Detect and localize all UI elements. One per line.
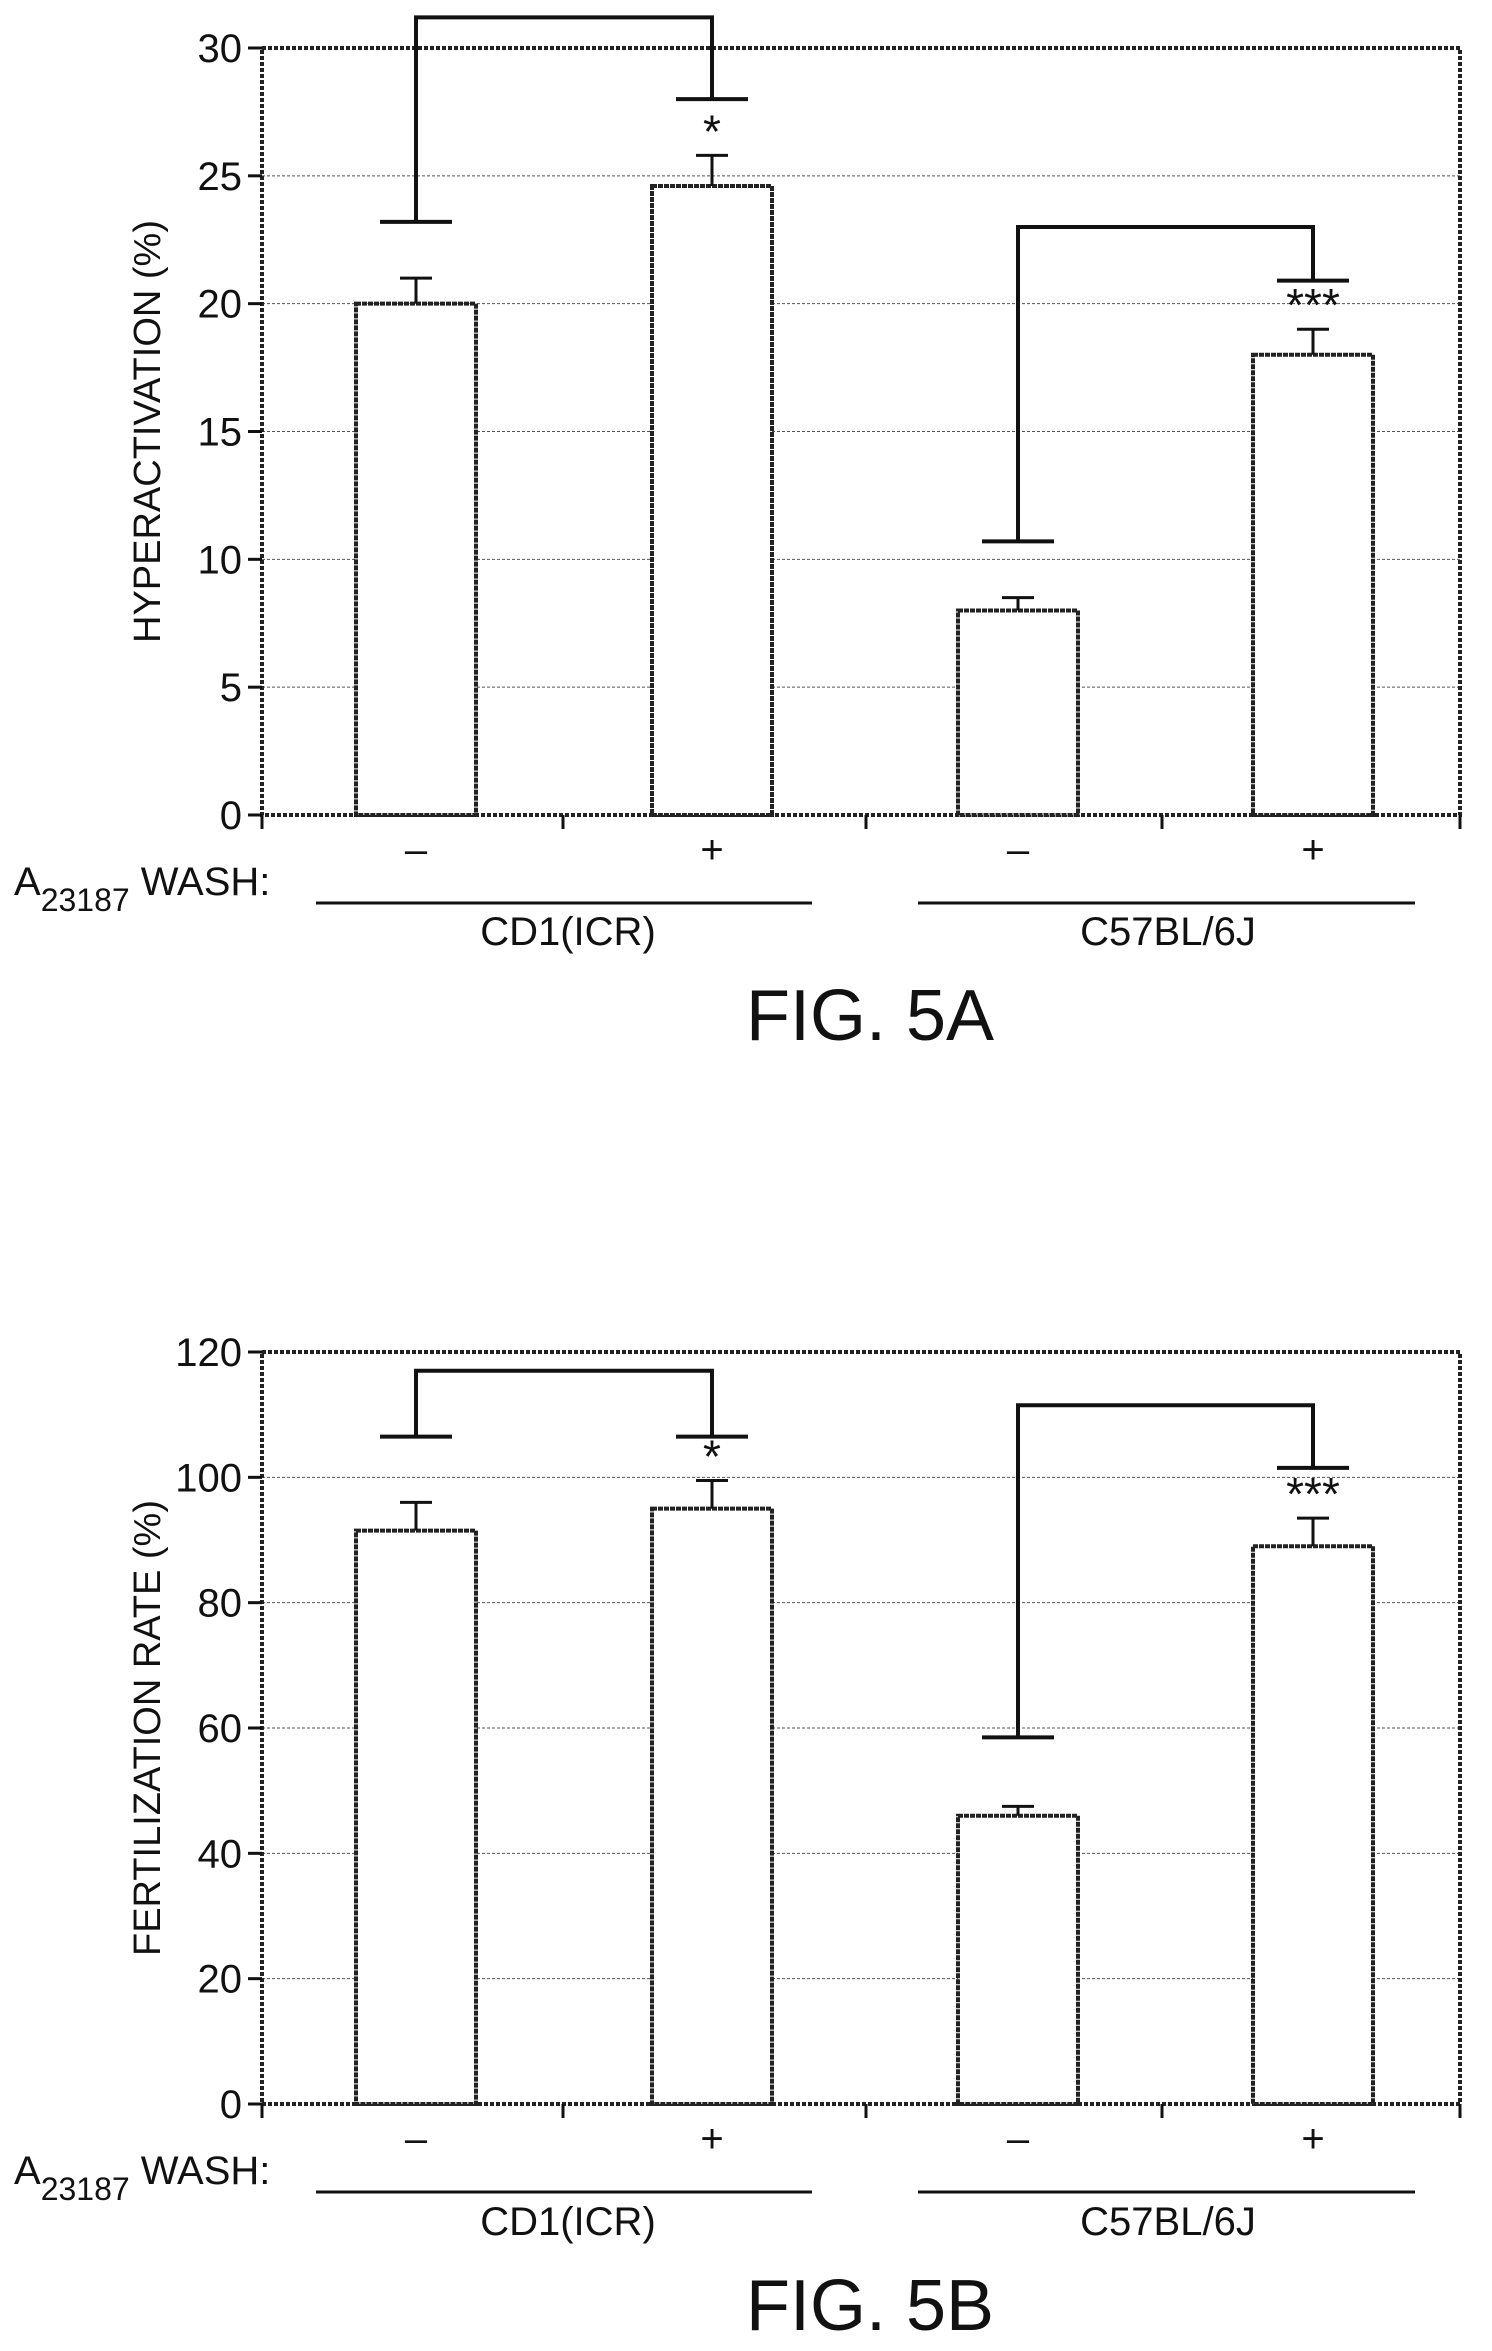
y-tick-label-25: 25 (198, 155, 243, 199)
y-tick-label-120: 120 (175, 1331, 242, 1375)
category-label-3: + (1301, 2117, 1324, 2161)
group-label-1: C57BL/6J (1080, 2200, 1256, 2244)
y-tick-label-20: 20 (198, 1958, 243, 2002)
category-label-1: + (700, 828, 723, 872)
category-label-1: + (700, 2117, 723, 2161)
y-tick-label-30: 30 (198, 27, 243, 71)
figure-caption: FIG. 5B (746, 2266, 994, 2346)
category-label-0: – (405, 2117, 428, 2161)
category-label-0: – (405, 828, 428, 872)
y-tick-label-15: 15 (198, 411, 243, 455)
bar-1 (650, 184, 774, 817)
comparison-bracket-1 (1016, 1403, 1315, 1738)
y-tick-label-40: 40 (198, 1832, 243, 1876)
chart-hyperactivation: 0 5 10 15 20 25 30 HYPERACTIVATION (%) – + * – + *** A… (14, 15, 1462, 1056)
bar-0 (354, 1528, 478, 2106)
significance-mark-3: *** (1286, 279, 1340, 331)
bar-2 (956, 608, 1080, 818)
y-tick-label-5: 5 (220, 666, 242, 710)
category-label-3: + (1301, 828, 1324, 872)
y-tick-label-10: 10 (198, 538, 243, 582)
comparison-bracket-0 (414, 15, 714, 222)
comparison-bracket-0 (414, 1368, 714, 1437)
bar-3 (1251, 1544, 1375, 2107)
row-label-main: A (14, 860, 41, 904)
row-label-subscript: 23187 (41, 2171, 130, 2207)
category-label-2: – (1007, 828, 1030, 872)
row-label-subscript: 23187 (41, 882, 130, 918)
row-label-main: A (14, 2149, 41, 2193)
significance-mark-1: * (703, 1430, 721, 1482)
group-label-0: CD1(ICR) (480, 910, 656, 954)
figure-caption: FIG. 5A (746, 976, 994, 1056)
row-label-rest: WASH: (130, 860, 271, 904)
y-tick-label-20: 20 (198, 283, 243, 327)
chart-fertilization-rate: 0 20 40 60 80 100 120 FERTILIZATION RATE (%) – + *… (14, 1331, 1462, 2346)
row-label-a23187-wash: A23187 WASH: (14, 860, 270, 918)
row-label-a23187-wash: A23187 WASH: (14, 2149, 270, 2207)
y-tick-label-80: 80 (198, 1582, 243, 1626)
category-label-2: – (1007, 2117, 1030, 2161)
y-tick-label-0: 0 (220, 794, 242, 838)
group-label-0: CD1(ICR) (480, 2200, 656, 2244)
y-tick-label-0: 0 (220, 2083, 242, 2127)
y-axis-title: HYPERACTIVATION (%) (127, 220, 169, 643)
significance-mark-1: * (703, 105, 721, 157)
y-axis-title: FERTILIZATION RATE (%) (127, 1500, 169, 1956)
bar-3 (1251, 352, 1375, 817)
significance-mark-3: *** (1286, 1468, 1340, 1520)
comparison-bracket-1 (1016, 224, 1315, 542)
y-tick-label-100: 100 (175, 1456, 242, 1500)
group-label-1: C57BL/6J (1080, 910, 1256, 954)
row-label-rest: WASH: (130, 2149, 271, 2193)
bar-1 (650, 1506, 774, 2106)
bar-0 (354, 301, 478, 817)
y-tick-label-60: 60 (198, 1707, 243, 1751)
bar-2 (956, 1813, 1080, 2106)
